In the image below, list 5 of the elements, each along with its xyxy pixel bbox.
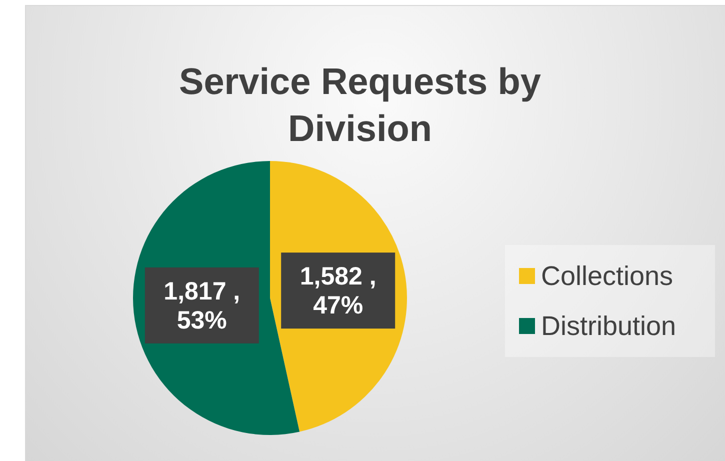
chart-title: Service Requests by Division	[178, 60, 542, 151]
data-label: 1,817 , 53%	[164, 277, 240, 334]
legend-label: Distribution	[541, 310, 676, 342]
legend-label: Collections	[541, 260, 674, 292]
data-label: 1,582 , 47%	[300, 262, 376, 320]
